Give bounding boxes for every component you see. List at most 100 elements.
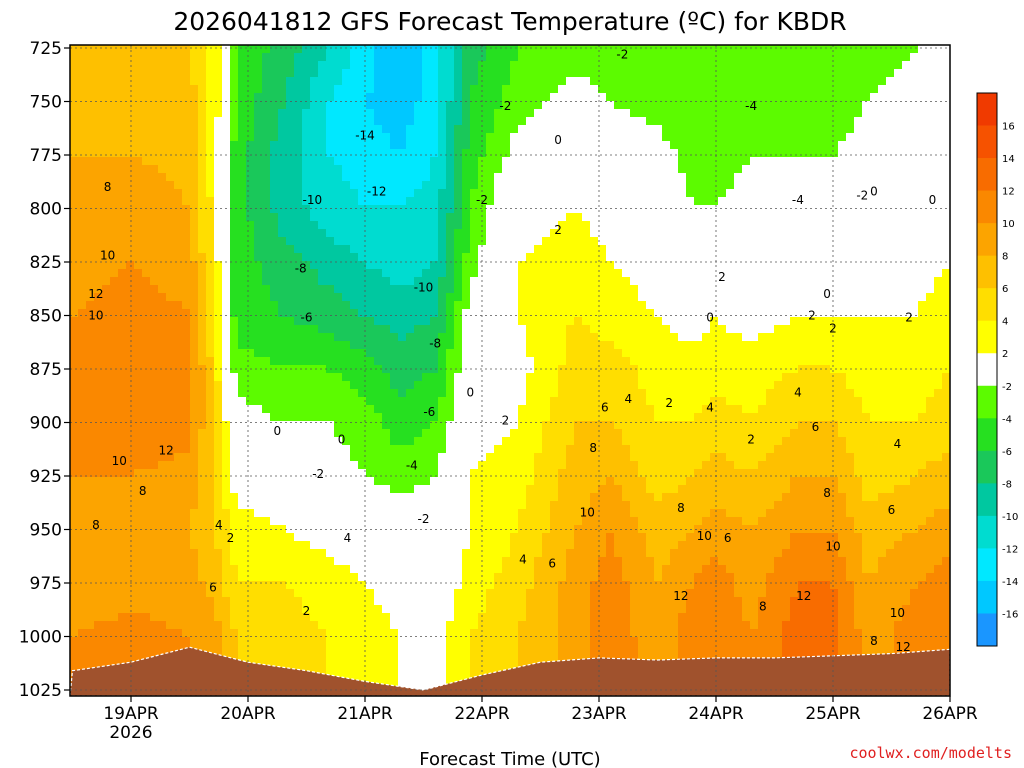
heatmap-cell bbox=[278, 493, 287, 502]
heatmap-cell bbox=[510, 485, 519, 494]
heatmap-cell bbox=[430, 325, 439, 334]
heatmap-cell bbox=[150, 61, 159, 70]
heatmap-cell bbox=[502, 637, 511, 646]
heatmap-cell bbox=[390, 373, 399, 382]
heatmap-cell bbox=[374, 85, 383, 94]
heatmap-cell bbox=[150, 493, 159, 502]
heatmap-cell bbox=[454, 285, 463, 294]
heatmap-cell bbox=[254, 605, 263, 614]
heatmap-cell bbox=[126, 557, 135, 566]
heatmap-cell bbox=[398, 501, 407, 510]
heatmap-cell bbox=[462, 437, 471, 446]
heatmap-cell bbox=[158, 373, 167, 382]
heatmap-cell bbox=[342, 485, 351, 494]
heatmap-cell bbox=[454, 325, 463, 334]
heatmap-cell bbox=[102, 589, 111, 598]
heatmap-cell bbox=[358, 141, 367, 150]
heatmap-cell bbox=[550, 53, 559, 62]
heatmap-cell bbox=[158, 181, 167, 190]
heatmap-cell bbox=[230, 405, 239, 414]
heatmap-cell bbox=[294, 613, 303, 622]
heatmap-cell bbox=[430, 333, 439, 342]
heatmap-cell bbox=[110, 53, 119, 62]
heatmap-cell bbox=[470, 477, 479, 486]
heatmap-cell bbox=[270, 541, 279, 550]
heatmap-cell bbox=[318, 597, 327, 606]
heatmap-cell bbox=[494, 349, 503, 358]
heatmap-cell bbox=[94, 205, 103, 214]
heatmap-cell bbox=[382, 533, 391, 542]
heatmap-cell bbox=[398, 541, 407, 550]
heatmap-cell bbox=[78, 573, 87, 582]
heatmap-cell bbox=[486, 109, 495, 118]
heatmap-cell bbox=[438, 429, 447, 438]
heatmap-cell bbox=[310, 357, 319, 366]
heatmap-cell bbox=[294, 389, 303, 398]
heatmap-cell bbox=[302, 477, 311, 486]
heatmap-cell bbox=[262, 261, 271, 270]
heatmap-cell bbox=[94, 93, 103, 102]
heatmap-cell bbox=[118, 333, 127, 342]
heatmap-cell bbox=[398, 365, 407, 374]
heatmap-cell bbox=[222, 53, 231, 62]
heatmap-cell bbox=[478, 173, 487, 182]
heatmap-cell bbox=[246, 69, 255, 78]
heatmap-cell bbox=[502, 517, 511, 526]
heatmap-cell bbox=[486, 381, 495, 390]
heatmap-cell bbox=[246, 77, 255, 86]
heatmap-cell bbox=[246, 413, 255, 422]
heatmap-cell bbox=[438, 317, 447, 326]
heatmap-cell bbox=[358, 573, 367, 582]
heatmap-cell bbox=[78, 309, 87, 318]
heatmap-cell bbox=[118, 133, 127, 142]
heatmap-cell bbox=[326, 301, 335, 310]
heatmap-cell bbox=[246, 245, 255, 254]
heatmap-cell bbox=[494, 429, 503, 438]
heatmap-cell bbox=[294, 309, 303, 318]
heatmap-cell bbox=[182, 277, 191, 286]
heatmap-cell bbox=[422, 357, 431, 366]
heatmap-cell bbox=[366, 277, 375, 286]
heatmap-cell bbox=[158, 501, 167, 510]
heatmap-cell bbox=[446, 445, 455, 454]
heatmap-cell bbox=[222, 493, 231, 502]
heatmap-cell bbox=[534, 557, 543, 566]
heatmap-cell bbox=[294, 85, 303, 94]
heatmap-cell bbox=[494, 317, 503, 326]
heatmap-cell bbox=[334, 453, 343, 462]
heatmap-cell bbox=[110, 565, 119, 574]
heatmap-cell bbox=[134, 581, 143, 590]
heatmap-cell bbox=[422, 461, 431, 470]
heatmap-cell bbox=[382, 77, 391, 86]
heatmap-cell bbox=[478, 213, 487, 222]
heatmap-cell bbox=[70, 421, 79, 430]
heatmap-cell bbox=[398, 157, 407, 166]
heatmap-cell bbox=[174, 165, 183, 174]
heatmap-cell bbox=[110, 533, 119, 542]
heatmap-cell bbox=[310, 365, 319, 374]
heatmap-cell bbox=[270, 509, 279, 518]
heatmap-cell bbox=[326, 173, 335, 182]
heatmap-cell bbox=[422, 533, 431, 542]
heatmap-cell bbox=[142, 205, 151, 214]
heatmap-cell bbox=[302, 509, 311, 518]
heatmap-cell bbox=[190, 109, 199, 118]
heatmap-cell bbox=[462, 501, 471, 510]
heatmap-cell bbox=[310, 237, 319, 246]
heatmap-cell bbox=[174, 573, 183, 582]
heatmap-cell bbox=[478, 245, 487, 254]
heatmap-cell bbox=[110, 285, 119, 294]
heatmap-cell bbox=[190, 405, 199, 414]
heatmap-cell bbox=[86, 421, 95, 430]
heatmap-cell bbox=[366, 125, 375, 134]
heatmap-cell bbox=[358, 221, 367, 230]
heatmap-cell bbox=[206, 557, 215, 566]
heatmap-cell bbox=[478, 525, 487, 534]
heatmap-cell bbox=[230, 173, 239, 182]
heatmap-cell bbox=[390, 277, 399, 286]
heatmap-cell bbox=[398, 677, 407, 686]
heatmap-cell bbox=[222, 133, 231, 142]
heatmap-cell bbox=[78, 605, 87, 614]
heatmap-cell bbox=[262, 245, 271, 254]
heatmap-cell bbox=[78, 245, 87, 254]
